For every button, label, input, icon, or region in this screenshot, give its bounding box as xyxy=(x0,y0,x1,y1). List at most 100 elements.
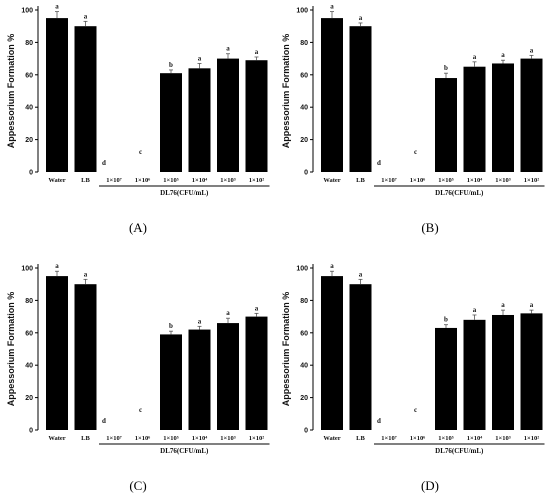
significance-letter: b xyxy=(169,322,173,330)
y-tick-label: 100 xyxy=(296,8,308,15)
significance-letter: a xyxy=(501,51,505,59)
significance-letter: a xyxy=(55,262,59,270)
x-category-label: LB xyxy=(81,435,90,442)
y-tick-label: 60 xyxy=(300,72,308,79)
significance-letter: a xyxy=(226,309,230,317)
significance-letter: c xyxy=(414,148,417,156)
bar xyxy=(188,329,211,430)
significance-letter: d xyxy=(102,159,106,167)
x-group-label: DL76(CFU/mL) xyxy=(160,447,209,455)
significance-letter: a xyxy=(84,270,88,278)
caption-b: (B) xyxy=(421,220,439,235)
significance-letter: a xyxy=(330,262,334,270)
bar xyxy=(217,323,239,430)
x-category-label: 1×10⁶ xyxy=(135,435,150,442)
bar xyxy=(520,313,543,430)
x-group-label: DL76(CFU/mL) xyxy=(160,189,209,197)
significance-letter: a xyxy=(330,3,334,11)
y-tick-label: 100 xyxy=(21,8,33,15)
bar-chart-c: 0 20 40 60 80 100 Appessorium Formation % a Wate… xyxy=(6,262,270,455)
x-category-label: 1×10⁴ xyxy=(192,435,207,442)
significance-letter: a xyxy=(255,48,259,56)
y-tick-label: 20 xyxy=(300,395,308,402)
bar xyxy=(463,319,486,430)
x-category-label: 1×10⁵ xyxy=(438,435,453,442)
significance-letter: d xyxy=(377,159,381,167)
y-tick-label: 100 xyxy=(21,266,33,273)
significance-letter: b xyxy=(169,61,173,69)
bar xyxy=(46,18,68,172)
significance-letter: d xyxy=(102,417,106,425)
y-axis-label: Appessorium Formation % xyxy=(281,34,291,149)
chart-panel-b: 0 20 40 60 80 100 Appessorium Formation % a Wate… xyxy=(275,0,550,215)
x-category-label: 1×10³ xyxy=(220,435,235,442)
x-category-label: 1×10² xyxy=(249,435,264,442)
x-category-label: 1×10³ xyxy=(495,177,510,184)
significance-letter: b xyxy=(444,316,448,324)
significance-letter: b xyxy=(444,64,448,72)
significance-letter: a xyxy=(255,304,259,312)
significance-letter: c xyxy=(139,406,142,414)
caption-c: (C) xyxy=(129,478,147,493)
bar xyxy=(435,327,457,430)
x-category-label: Water xyxy=(48,177,65,184)
bar xyxy=(492,314,514,430)
significance-letter: a xyxy=(359,14,363,22)
bar xyxy=(435,78,457,172)
bar xyxy=(245,316,268,430)
y-tick-label: 20 xyxy=(25,137,33,144)
y-axis-label: Appessorium Formation % xyxy=(6,292,16,407)
y-tick-label: 40 xyxy=(300,105,308,112)
y-tick-label: 60 xyxy=(25,72,33,79)
y-tick-label: 40 xyxy=(25,363,33,370)
x-category-label: 1×10⁴ xyxy=(467,435,482,442)
x-category-label: 1×10⁷ xyxy=(106,435,121,442)
x-category-label: 1×10⁶ xyxy=(410,177,425,184)
chart-panel-c: 0 20 40 60 80 100 Appessorium Formation % a Wate… xyxy=(0,258,275,473)
x-category-label: LB xyxy=(81,177,90,184)
x-category-label: 1×10⁴ xyxy=(467,177,482,184)
bar xyxy=(74,26,97,173)
significance-letter: a xyxy=(530,301,534,309)
significance-letter: d xyxy=(377,417,381,425)
y-axis-label: Appessorium Formation % xyxy=(281,292,291,407)
bar xyxy=(160,334,182,430)
x-category-label: 1×10³ xyxy=(495,435,510,442)
x-category-label: 1×10⁶ xyxy=(410,435,425,442)
bar xyxy=(245,60,268,172)
x-category-label: Water xyxy=(323,177,340,184)
bar xyxy=(321,276,343,430)
x-category-label: 1×10⁷ xyxy=(381,435,396,442)
x-category-label: LB xyxy=(356,177,365,184)
y-tick-label: 40 xyxy=(300,363,308,370)
bar-chart-d: 0 20 40 60 80 100 Appessorium Formation % a Wate… xyxy=(281,262,545,455)
y-tick-label: 0 xyxy=(304,428,308,435)
x-category-label: LB xyxy=(356,435,365,442)
significance-letter: a xyxy=(55,3,59,11)
x-category-label: Water xyxy=(48,435,65,442)
y-tick-label: 0 xyxy=(29,428,33,435)
x-category-label: 1×10⁵ xyxy=(163,177,178,184)
significance-letter: a xyxy=(226,45,230,53)
bar xyxy=(349,26,372,173)
x-category-label: 1×10⁶ xyxy=(135,177,150,184)
significance-letter: a xyxy=(473,306,477,314)
x-category-label: 1×10⁵ xyxy=(438,177,453,184)
significance-letter: a xyxy=(198,54,202,62)
bar xyxy=(520,58,543,172)
y-tick-label: 80 xyxy=(25,40,33,47)
bar xyxy=(349,284,372,430)
caption-a: (A) xyxy=(128,220,148,235)
y-tick-label: 0 xyxy=(29,170,33,177)
y-tick-label: 20 xyxy=(300,137,308,144)
bar xyxy=(217,58,239,172)
bar xyxy=(492,63,514,172)
x-category-label: 1×10⁷ xyxy=(381,177,396,184)
y-tick-label: 80 xyxy=(25,298,33,305)
bar xyxy=(188,68,211,172)
y-tick-label: 0 xyxy=(304,170,308,177)
y-axis-label: Appessorium Formation % xyxy=(6,34,16,149)
significance-letter: c xyxy=(139,148,142,156)
significance-letter: a xyxy=(530,46,534,54)
x-category-label: 1×10³ xyxy=(220,177,235,184)
